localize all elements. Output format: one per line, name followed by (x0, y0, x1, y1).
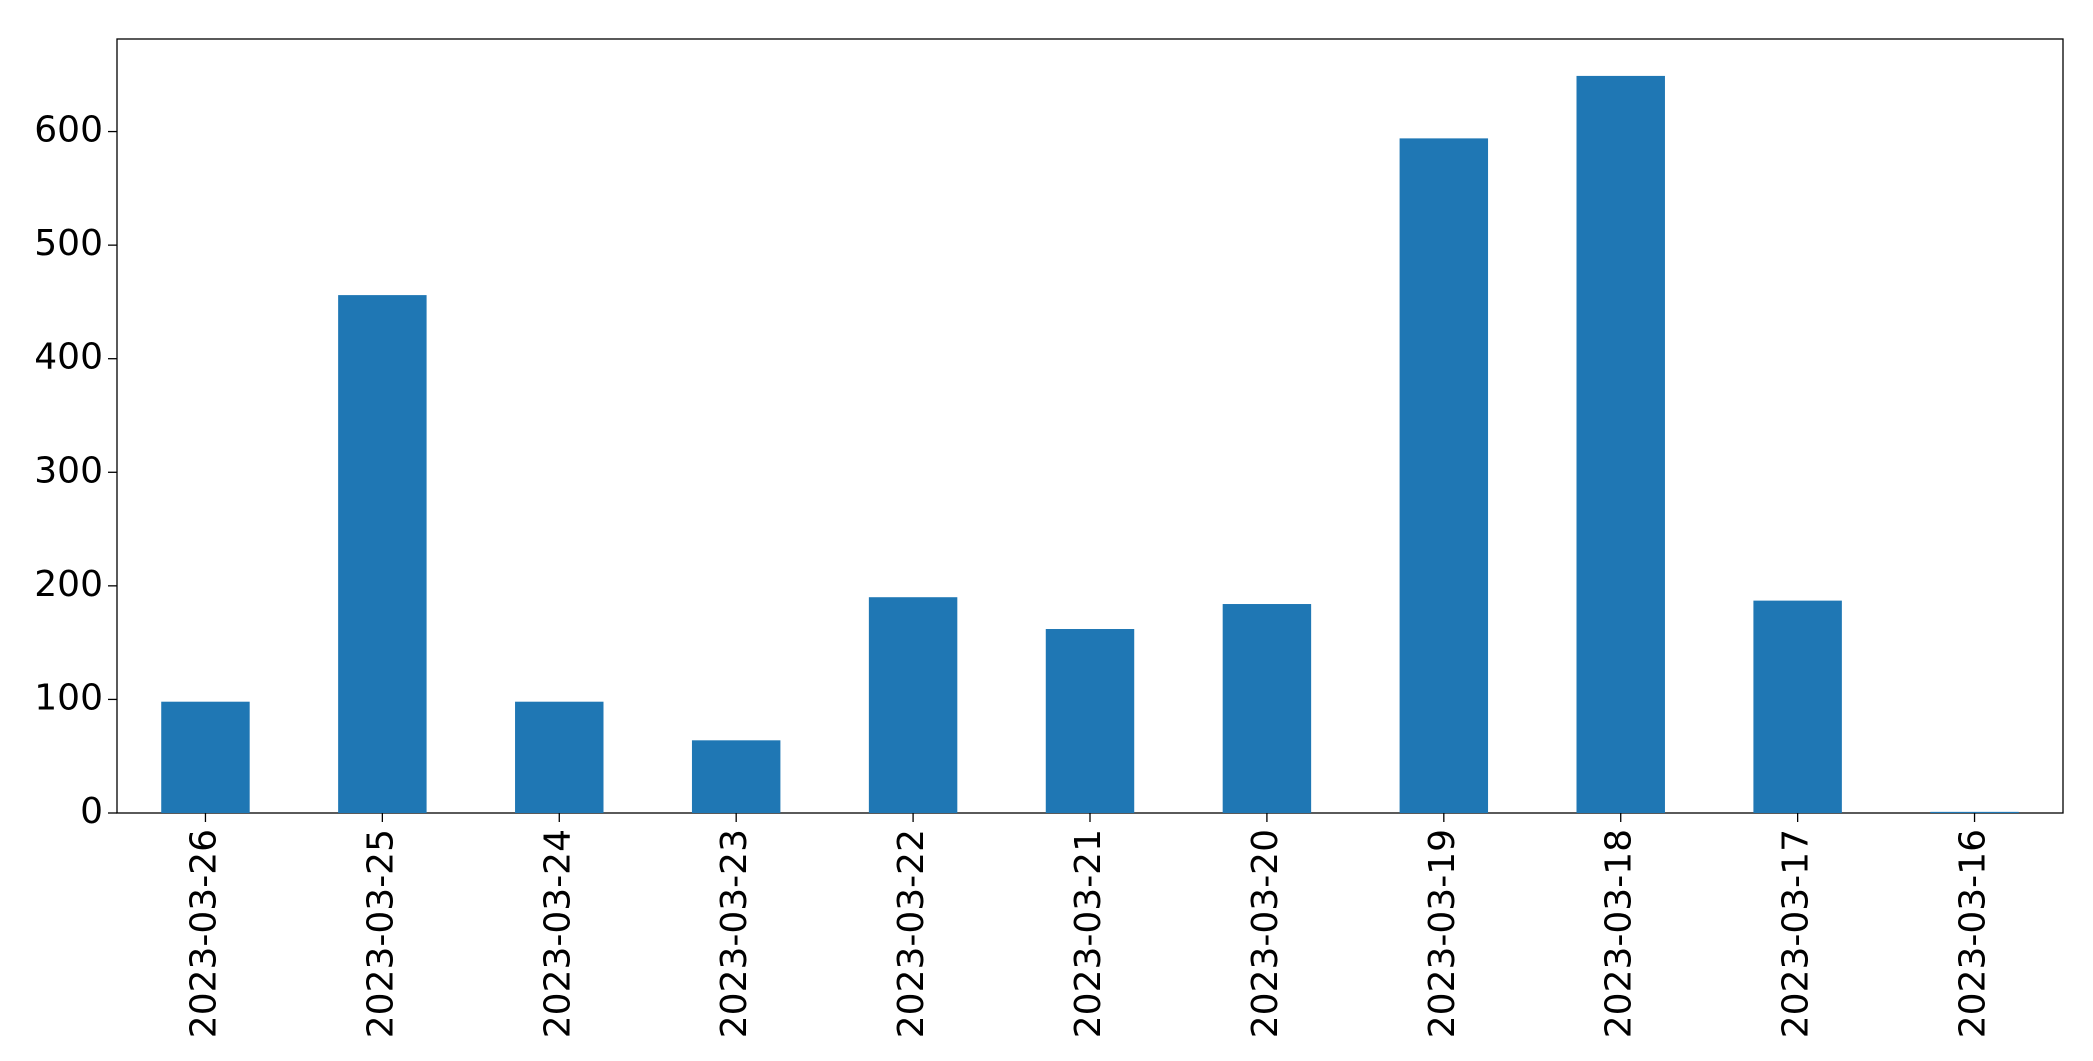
x-tick-label: 2023-03-26 (183, 829, 224, 1038)
y-tick-label: 300 (34, 450, 103, 491)
y-tick-label: 400 (34, 337, 103, 378)
y-tick-label: 600 (34, 110, 103, 151)
bar (1222, 604, 1312, 813)
x-tick-label: 2023-03-19 (1422, 829, 1463, 1038)
y-tick-label: 500 (34, 223, 103, 264)
bar (691, 740, 781, 813)
x-tick-label: 2023-03-23 (714, 829, 755, 1038)
bar (1930, 811, 2019, 813)
x-tick-label: 2023-03-16 (1953, 829, 1994, 1038)
x-tick-label: 2023-03-22 (891, 829, 932, 1038)
x-tick-label: 2023-03-24 (537, 829, 578, 1038)
bar (161, 701, 250, 813)
y-tick-label: 100 (34, 677, 103, 718)
bar (1045, 629, 1135, 813)
bar (1753, 600, 1842, 813)
y-tick-label: 0 (80, 791, 103, 832)
x-tick-label: 2023-03-17 (1776, 829, 1817, 1038)
x-tick-label: 2023-03-25 (360, 829, 401, 1038)
x-tick-label: 2023-03-21 (1068, 829, 1109, 1038)
bar (1399, 138, 1489, 814)
x-tick-label: 2023-03-18 (1599, 829, 1640, 1038)
bar (515, 701, 604, 813)
bar (1576, 75, 1665, 813)
x-tick-label: 2023-03-20 (1245, 829, 1286, 1038)
bar (338, 295, 427, 813)
bar (868, 597, 958, 813)
y-tick-label: 200 (34, 564, 103, 605)
